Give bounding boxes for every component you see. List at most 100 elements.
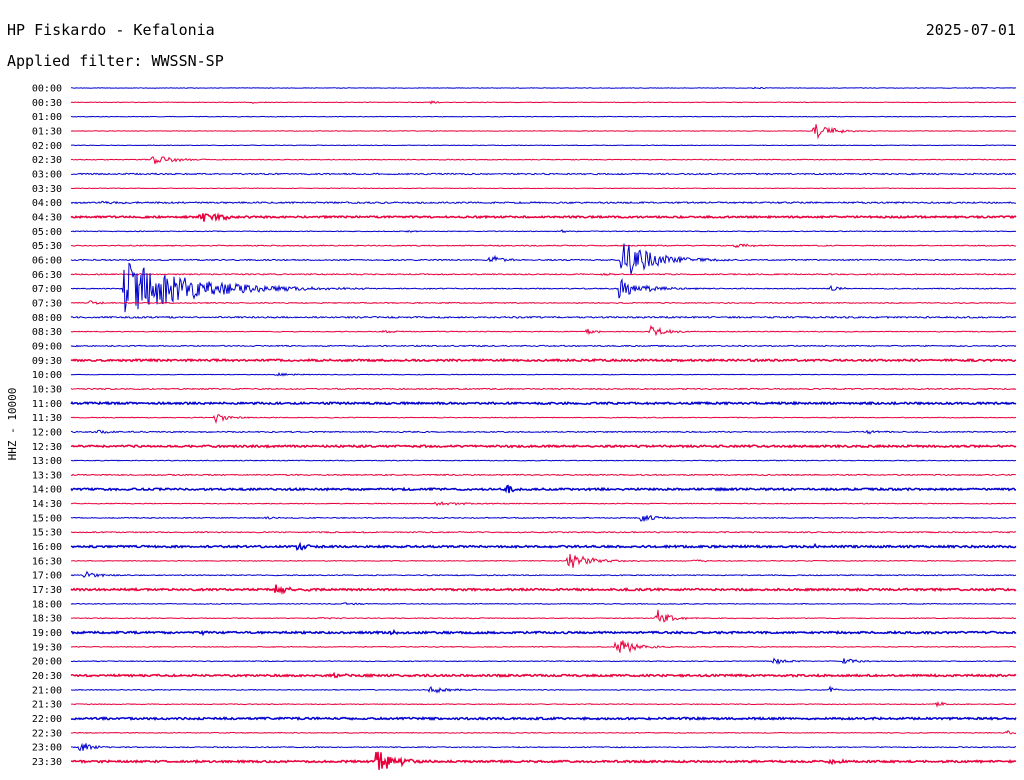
row-time-label: 09:00 — [32, 341, 62, 352]
trace-row — [70, 300, 1017, 305]
row-time-label: 17:00 — [32, 571, 62, 582]
row-time-label: 06:00 — [32, 255, 62, 266]
trace-row — [70, 570, 1017, 578]
row-time-label: 22:00 — [32, 714, 62, 725]
trace-row — [70, 701, 1017, 708]
seismic-traces — [70, 86, 1017, 770]
row-time-label: 22:30 — [32, 728, 62, 739]
row-time-label: 03:00 — [32, 169, 62, 180]
row-time-label: 02:30 — [32, 155, 62, 166]
row-time-label: 12:30 — [32, 442, 62, 453]
trace-row — [70, 315, 1017, 319]
row-time-label: 20:00 — [32, 657, 62, 668]
row-time-label: 04:30 — [32, 212, 62, 223]
row-time-label: 09:30 — [32, 356, 62, 367]
trace-row — [70, 530, 1017, 534]
row-time-label: 16:30 — [32, 556, 62, 567]
trace-row — [70, 443, 1017, 449]
row-time-label: 05:30 — [32, 241, 62, 252]
trace-row — [70, 187, 1017, 190]
row-time-label: 03:30 — [32, 184, 62, 195]
trace-row — [70, 156, 1017, 165]
trace-row — [70, 357, 1017, 363]
trace-row — [70, 200, 1017, 205]
row-time-label: 14:00 — [32, 485, 62, 496]
row-time-label: 17:30 — [32, 585, 62, 596]
row-time-label: 04:00 — [32, 198, 62, 209]
row-time-label: 16:00 — [32, 542, 62, 553]
row-time-label: 12:00 — [32, 427, 62, 438]
trace-row — [70, 628, 1017, 637]
trace-row — [70, 484, 1017, 494]
row-time-label: 23:00 — [32, 743, 62, 754]
trace-row — [70, 387, 1017, 391]
row-time-label: 15:30 — [32, 528, 62, 539]
trace-row — [70, 640, 1017, 654]
trace-row — [70, 657, 1017, 665]
row-time-label: 01:00 — [32, 112, 62, 123]
row-time-label: 02:00 — [32, 141, 62, 152]
trace-row — [70, 272, 1017, 277]
trace-row — [70, 730, 1017, 735]
row-time-label: 13:30 — [32, 470, 62, 481]
trace-row — [70, 372, 1017, 377]
trace-row — [70, 601, 1017, 606]
trace-row — [70, 514, 1017, 522]
row-time-label: 07:30 — [32, 298, 62, 309]
trace-row — [70, 144, 1017, 147]
trace-row — [70, 212, 1017, 222]
trace-row — [70, 115, 1017, 118]
trace-row — [70, 742, 1017, 752]
row-time-label: 15:00 — [32, 513, 62, 524]
row-time-label: 10:30 — [32, 384, 62, 395]
trace-row — [70, 751, 1017, 770]
row-time-label: 21:30 — [32, 700, 62, 711]
row-time-label: 00:00 — [32, 84, 62, 95]
row-time-label: 23:30 — [32, 757, 62, 768]
row-time-label: 14:30 — [32, 499, 62, 510]
date-label: 2025-07-01 — [925, 21, 1016, 39]
trace-row — [70, 100, 1017, 105]
row-time-label: 20:30 — [32, 671, 62, 682]
row-time-label: 18:00 — [32, 599, 62, 610]
trace-row — [70, 400, 1017, 406]
trace-row — [70, 685, 1017, 694]
trace-row — [70, 459, 1017, 462]
row-time-label: 19:00 — [32, 628, 62, 639]
trace-row — [70, 671, 1017, 679]
trace-row — [71, 86, 1017, 90]
trace-row — [70, 243, 1017, 249]
trace-row — [70, 344, 1017, 348]
trace-row — [70, 229, 1017, 234]
trace-row — [70, 324, 1017, 337]
trace-row — [70, 243, 1017, 275]
row-labels: 00:00 00:30 01:00 01:30 02:00 02:30 03:00 03:30… — [32, 84, 62, 769]
row-time-label: 10:00 — [32, 370, 62, 381]
station-title: HP Fiskardo - Kefalonia — [7, 21, 215, 39]
trace-row — [70, 541, 1017, 551]
trace-row — [70, 124, 1017, 140]
row-time-label: 08:00 — [32, 313, 62, 324]
trace-row — [70, 262, 1017, 313]
filter-label: Applied filter: WWSSN-SP — [7, 52, 224, 70]
row-time-label: 19:30 — [32, 642, 62, 653]
row-time-label: 21:00 — [32, 685, 62, 696]
trace-row — [70, 473, 1017, 477]
row-time-label: 11:30 — [32, 413, 62, 424]
row-time-label: 00:30 — [32, 98, 62, 109]
channel-label: HHZ - 10000 — [6, 388, 19, 461]
trace-row — [70, 554, 1017, 568]
row-time-label: 11:00 — [32, 399, 62, 410]
row-time-label: 05:00 — [32, 227, 62, 238]
trace-row — [70, 715, 1017, 721]
trace-row — [70, 414, 1017, 424]
row-time-label: 01:30 — [32, 126, 62, 137]
row-time-label: 13:00 — [32, 456, 62, 467]
row-time-label: 18:30 — [32, 614, 62, 625]
row-time-label: 07:00 — [32, 284, 62, 295]
row-time-label: 08:30 — [32, 327, 62, 338]
trace-row — [70, 609, 1017, 623]
trace-row — [70, 501, 1017, 507]
trace-row — [70, 429, 1017, 435]
